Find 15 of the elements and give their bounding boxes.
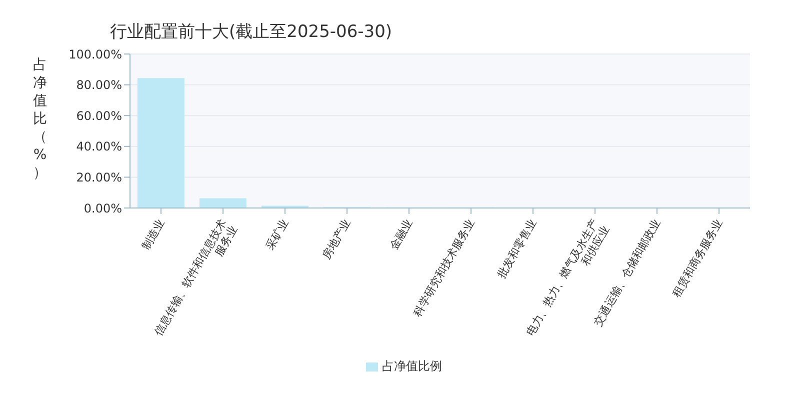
x-tick-label: 采矿业 [263,217,292,252]
x-tick-label: 批发和零售业 [494,217,540,281]
y-tick-label: 40.00% [76,140,122,154]
y-tick-label: 0.00% [84,201,122,216]
y-tick-label: 60.00% [76,108,122,123]
x-tick-label: 租赁和商务服务业 [670,217,726,300]
y-axis-title: 占净值比（%） [32,56,48,182]
y-tick-label: 20.00% [76,170,122,184]
y-tick-label: 80.00% [76,78,122,92]
x-tick-label: 房地产业 [320,217,354,262]
chart-title: 行业配置前十大(截止至2025-06-30) [110,21,392,43]
x-tick-label: 金融业 [387,217,416,252]
x-tick-label: 制造业 [139,217,168,252]
y-tick-label: 100.00% [68,47,122,62]
legend-label: 占净值比例 [382,359,442,373]
